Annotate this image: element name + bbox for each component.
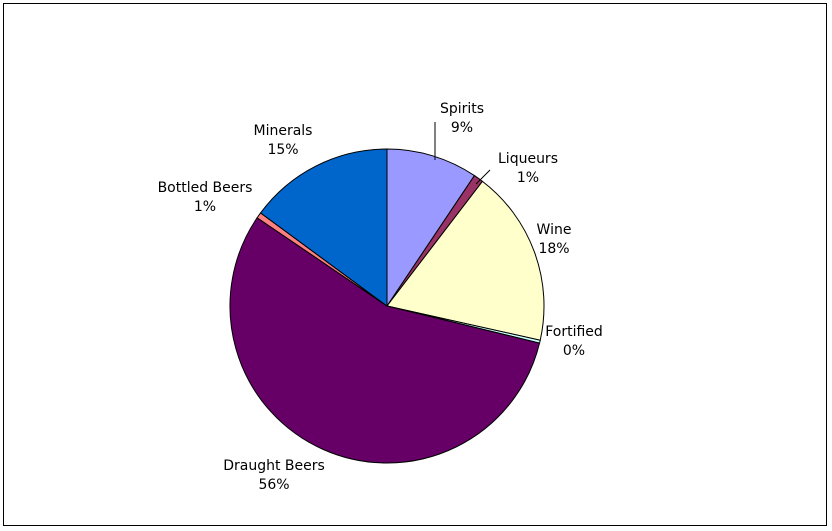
data-label-wine: Wine 18% bbox=[537, 222, 572, 257]
data-label-spirits: Spirits 9% bbox=[440, 101, 484, 136]
pie-slice-spirits bbox=[386, 148, 476, 308]
data-label-fortified: Fortified 0% bbox=[545, 324, 603, 359]
data-label-draught-beers: Draught Beers 56% bbox=[223, 458, 325, 493]
slices-layer bbox=[229, 148, 545, 464]
labels-layer: Spirits 9% Liqueurs 1% Wine 18% Fortified 0% Dra… bbox=[158, 101, 603, 493]
data-label-minerals: Minerals 15% bbox=[254, 123, 313, 158]
leader-lines-layer bbox=[434, 122, 491, 185]
pie-slice-minerals bbox=[259, 148, 388, 307]
data-label-liqueurs: Liqueurs 1% bbox=[498, 151, 558, 186]
pie-slice-draught-beers bbox=[229, 217, 541, 464]
leader-line-liqueurs bbox=[475, 169, 491, 185]
data-label-bottled-beers: Bottled Beers 1% bbox=[158, 180, 253, 215]
pie-slice-wine bbox=[386, 180, 545, 341]
